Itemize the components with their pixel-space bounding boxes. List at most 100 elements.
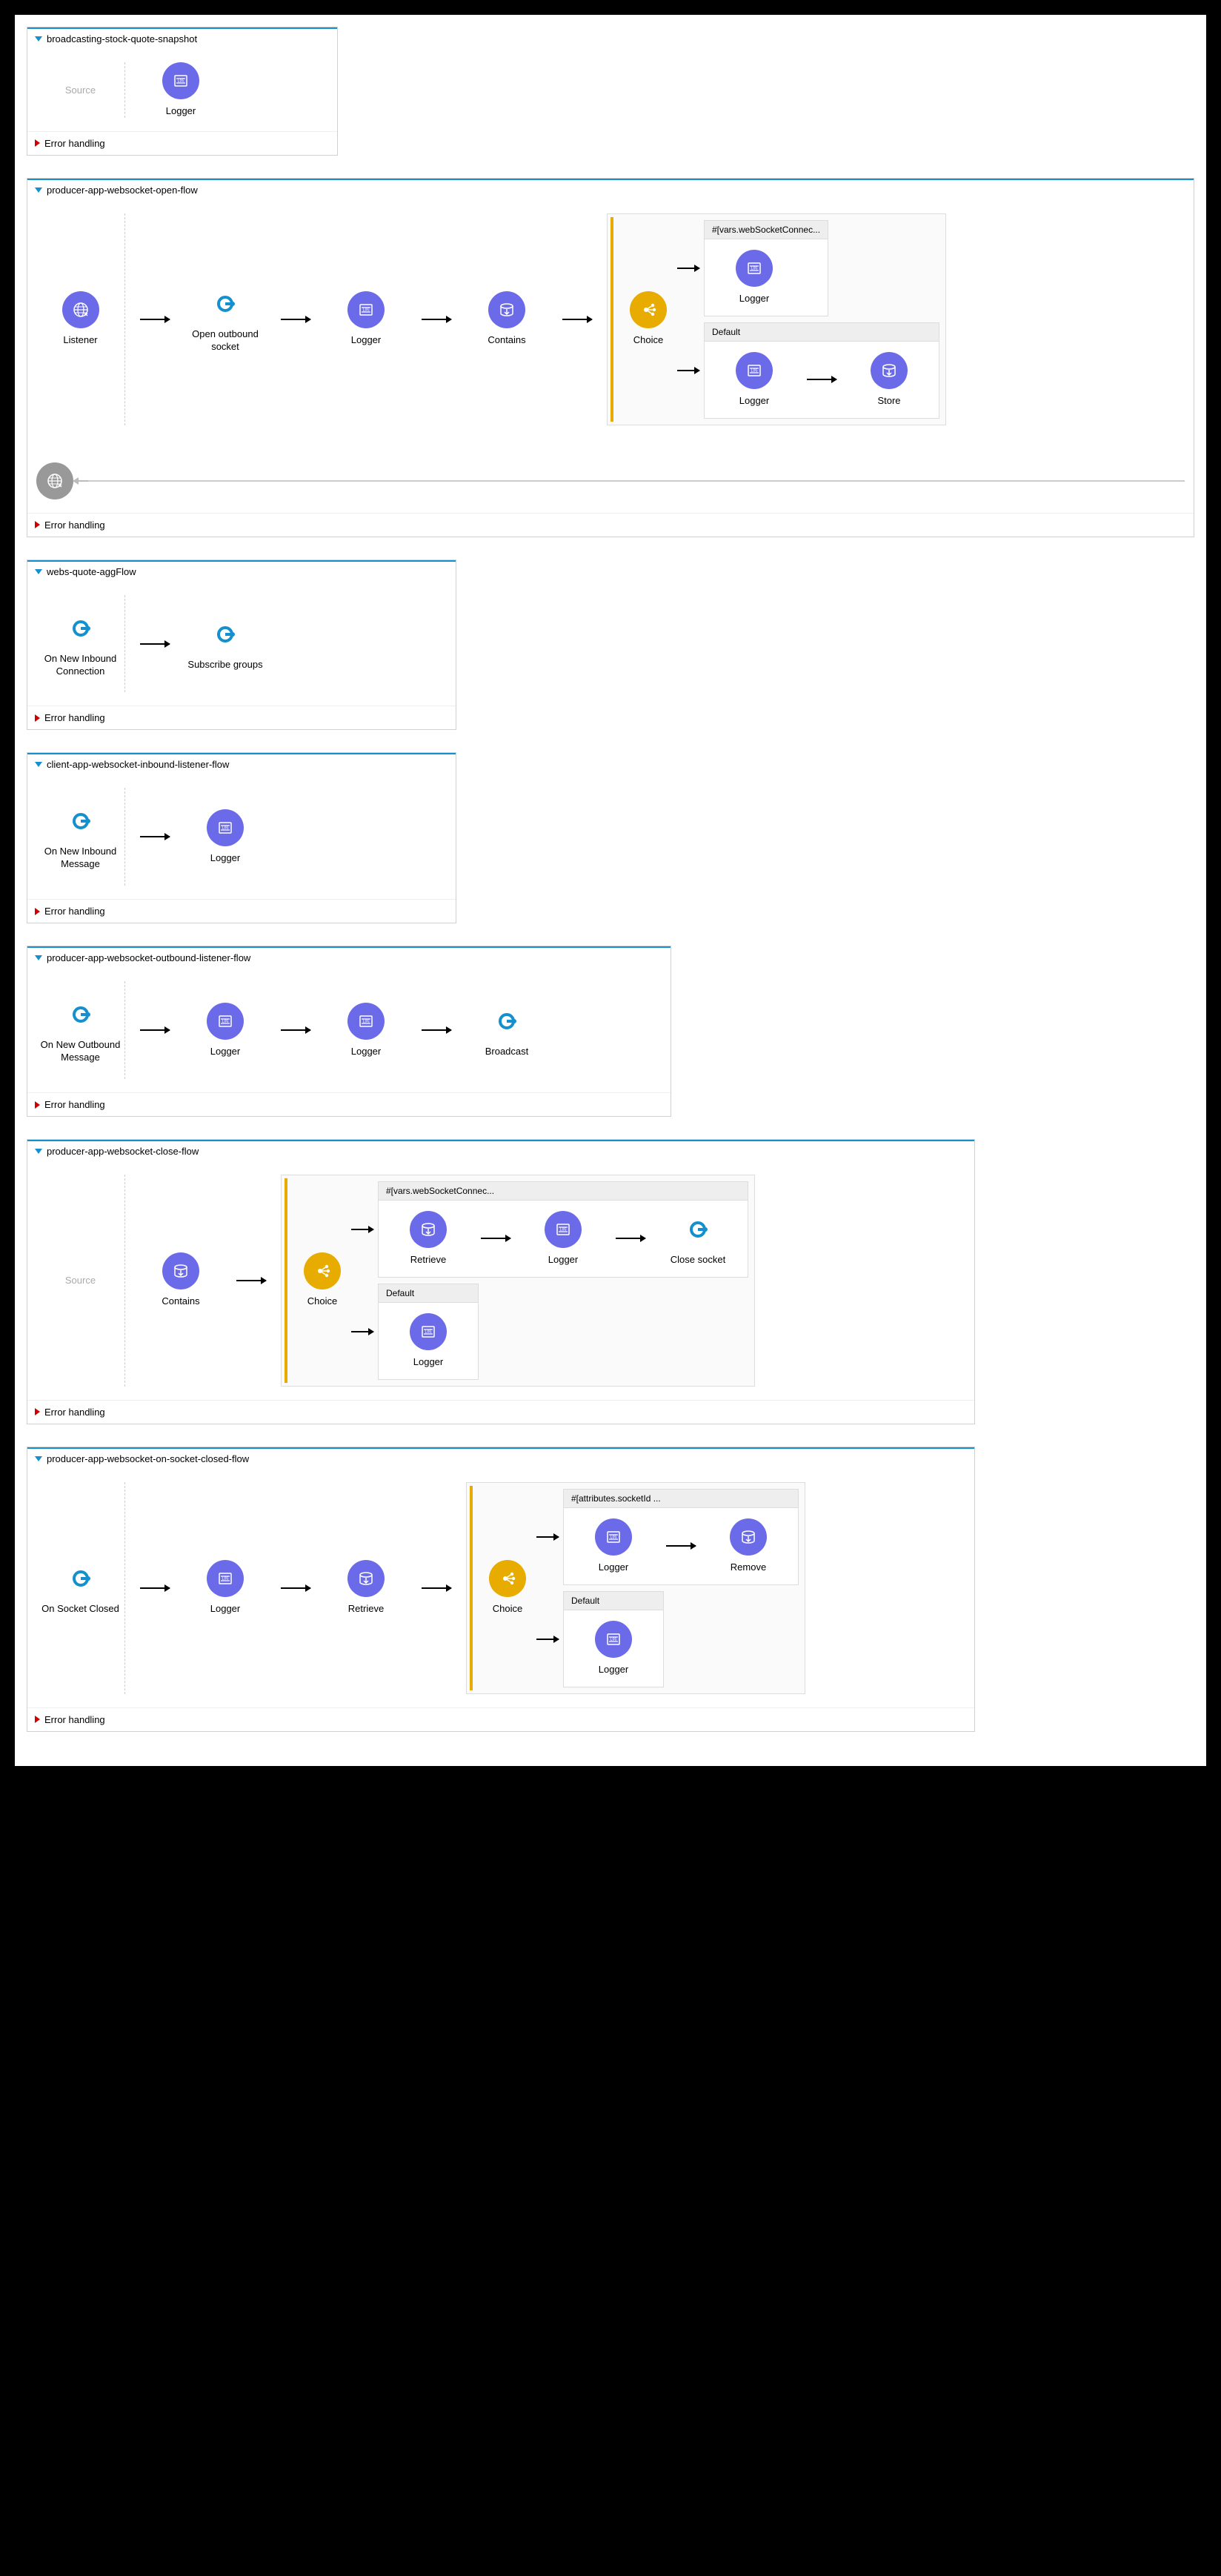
arrow-icon <box>281 1587 310 1589</box>
node-label: Broadcast <box>485 1046 529 1058</box>
collapse-icon[interactable] <box>35 762 42 767</box>
expand-icon[interactable] <box>35 521 40 528</box>
flow-node[interactable]: Listener <box>40 291 122 347</box>
flow-header[interactable]: webs-quote-aggFlow <box>27 560 456 582</box>
expand-icon[interactable] <box>35 1101 40 1109</box>
expand-icon[interactable] <box>35 1716 40 1723</box>
arrow-icon <box>666 1545 696 1547</box>
branch-header: Default <box>705 323 939 342</box>
branch-header: Default <box>379 1284 478 1303</box>
choice-icon[interactable] <box>630 291 667 328</box>
collapse-icon[interactable] <box>35 1456 42 1461</box>
flow-header[interactable]: producer-app-websocket-outbound-listener… <box>27 946 671 968</box>
logger-icon <box>595 1518 632 1556</box>
flow-title: producer-app-websocket-close-flow <box>47 1146 199 1157</box>
logger-icon <box>410 1313 447 1350</box>
expand-icon[interactable] <box>35 714 40 722</box>
flow-node[interactable]: Logger <box>522 1211 604 1267</box>
error-handling-section[interactable]: Error handling <box>27 706 456 729</box>
arrow-icon <box>281 319 310 320</box>
flow-node[interactable]: Retrieve <box>387 1211 469 1267</box>
logger-icon <box>207 1003 244 1040</box>
flow-node[interactable]: Logger <box>325 291 407 347</box>
collapse-icon[interactable] <box>35 1149 42 1154</box>
node-label: Logger <box>599 1664 628 1676</box>
logger-icon <box>736 352 773 389</box>
flow-node[interactable]: Logger <box>573 1621 654 1676</box>
expand-icon[interactable] <box>35 139 40 147</box>
flow-node[interactable]: On New Outbound Message <box>40 996 122 1064</box>
node-label: Logger <box>210 1603 240 1616</box>
choice-icon[interactable] <box>304 1252 341 1289</box>
flow-node[interactable]: Contains <box>466 291 548 347</box>
expand-icon[interactable] <box>35 1408 40 1415</box>
flow-node[interactable]: Broadcast <box>466 1003 548 1058</box>
flow-node[interactable]: Remove <box>708 1518 789 1574</box>
error-handling-label: Error handling <box>44 1407 105 1418</box>
flow-node[interactable]: Store <box>848 352 930 408</box>
flow-header[interactable]: client-app-websocket-inbound-listener-fl… <box>27 753 456 774</box>
flow-node[interactable]: Logger <box>140 62 222 118</box>
arrow-icon <box>422 1587 451 1589</box>
flow-node[interactable]: On New Inbound Message <box>40 803 122 871</box>
branch-header: #[vars.webSocketConnec... <box>705 221 828 239</box>
flow-header[interactable]: broadcasting-stock-quote-snapshot <box>27 27 337 49</box>
flow-node[interactable]: Logger <box>184 1003 266 1058</box>
node-label: Close socket <box>671 1254 725 1267</box>
flow-node[interactable]: Close socket <box>657 1211 739 1267</box>
node-label: Retrieve <box>348 1603 384 1616</box>
flow-node[interactable]: Logger <box>713 352 795 408</box>
collapse-icon[interactable] <box>35 187 42 193</box>
collapse-icon[interactable] <box>35 569 42 574</box>
arrow-icon <box>536 1639 559 1640</box>
node-label: On Socket Closed <box>41 1603 119 1616</box>
node-label: Logger <box>351 1046 381 1058</box>
flow-node[interactable]: Logger <box>184 809 266 865</box>
flow-header[interactable]: producer-app-websocket-close-flow <box>27 1140 974 1161</box>
error-handling-section[interactable]: Error handling <box>27 899 456 923</box>
source-column: Listener <box>36 213 125 425</box>
flow-node[interactable]: Logger <box>325 1003 407 1058</box>
flow-node[interactable]: Logger <box>573 1518 654 1574</box>
collapse-icon[interactable] <box>35 955 42 960</box>
choice-branch-row: #[vars.webSocketConnec... Logger <box>677 220 939 316</box>
node-label: Logger <box>739 293 769 305</box>
websocket-icon <box>207 285 244 322</box>
error-handling-section[interactable]: Error handling <box>27 1092 671 1116</box>
logger-icon <box>595 1621 632 1658</box>
error-handling-section[interactable]: Error handling <box>27 513 1194 537</box>
flow-body: Source Logger <box>27 49 337 131</box>
websocket-icon <box>62 1560 99 1597</box>
websocket-icon <box>679 1211 716 1248</box>
flow-node[interactable]: Logger <box>387 1313 469 1369</box>
arrow-icon <box>351 1229 373 1230</box>
error-handling-section[interactable]: Error handling <box>27 131 337 155</box>
flow-header[interactable]: producer-app-websocket-on-socket-closed-… <box>27 1447 974 1469</box>
node-label: Choice <box>493 1603 522 1616</box>
choice-icon[interactable] <box>489 1560 526 1597</box>
flow-node[interactable]: Logger <box>184 1560 266 1616</box>
choice-branch: Default Logger <box>563 1591 664 1687</box>
expand-icon[interactable] <box>35 908 40 915</box>
node-label: Open outbound socket <box>184 328 266 353</box>
flow-node[interactable]: Contains <box>140 1252 222 1308</box>
flow-header[interactable]: producer-app-websocket-open-flow <box>27 179 1194 200</box>
logger-icon <box>207 1560 244 1597</box>
logger-icon <box>347 1003 385 1040</box>
arrow-icon <box>140 643 170 645</box>
node-label: Logger <box>210 1046 240 1058</box>
collapse-icon[interactable] <box>35 36 42 42</box>
flow-node[interactable]: Retrieve <box>325 1560 407 1616</box>
flow-node[interactable]: Subscribe groups <box>184 616 266 671</box>
arrow-icon <box>140 836 170 837</box>
source-column: On New Inbound Message <box>36 788 125 886</box>
error-handling-section[interactable]: Error handling <box>27 1400 974 1424</box>
flow-node[interactable]: Logger <box>713 250 795 305</box>
logger-icon <box>207 809 244 846</box>
flow-node[interactable]: Open outbound socket <box>184 285 266 353</box>
error-handling-section[interactable]: Error handling <box>27 1707 974 1731</box>
flow-node[interactable]: On Socket Closed <box>40 1560 122 1616</box>
node-label: Contains <box>162 1295 199 1308</box>
flow-node[interactable]: On New Inbound Connection <box>40 610 122 678</box>
node-label: Logger <box>548 1254 578 1267</box>
